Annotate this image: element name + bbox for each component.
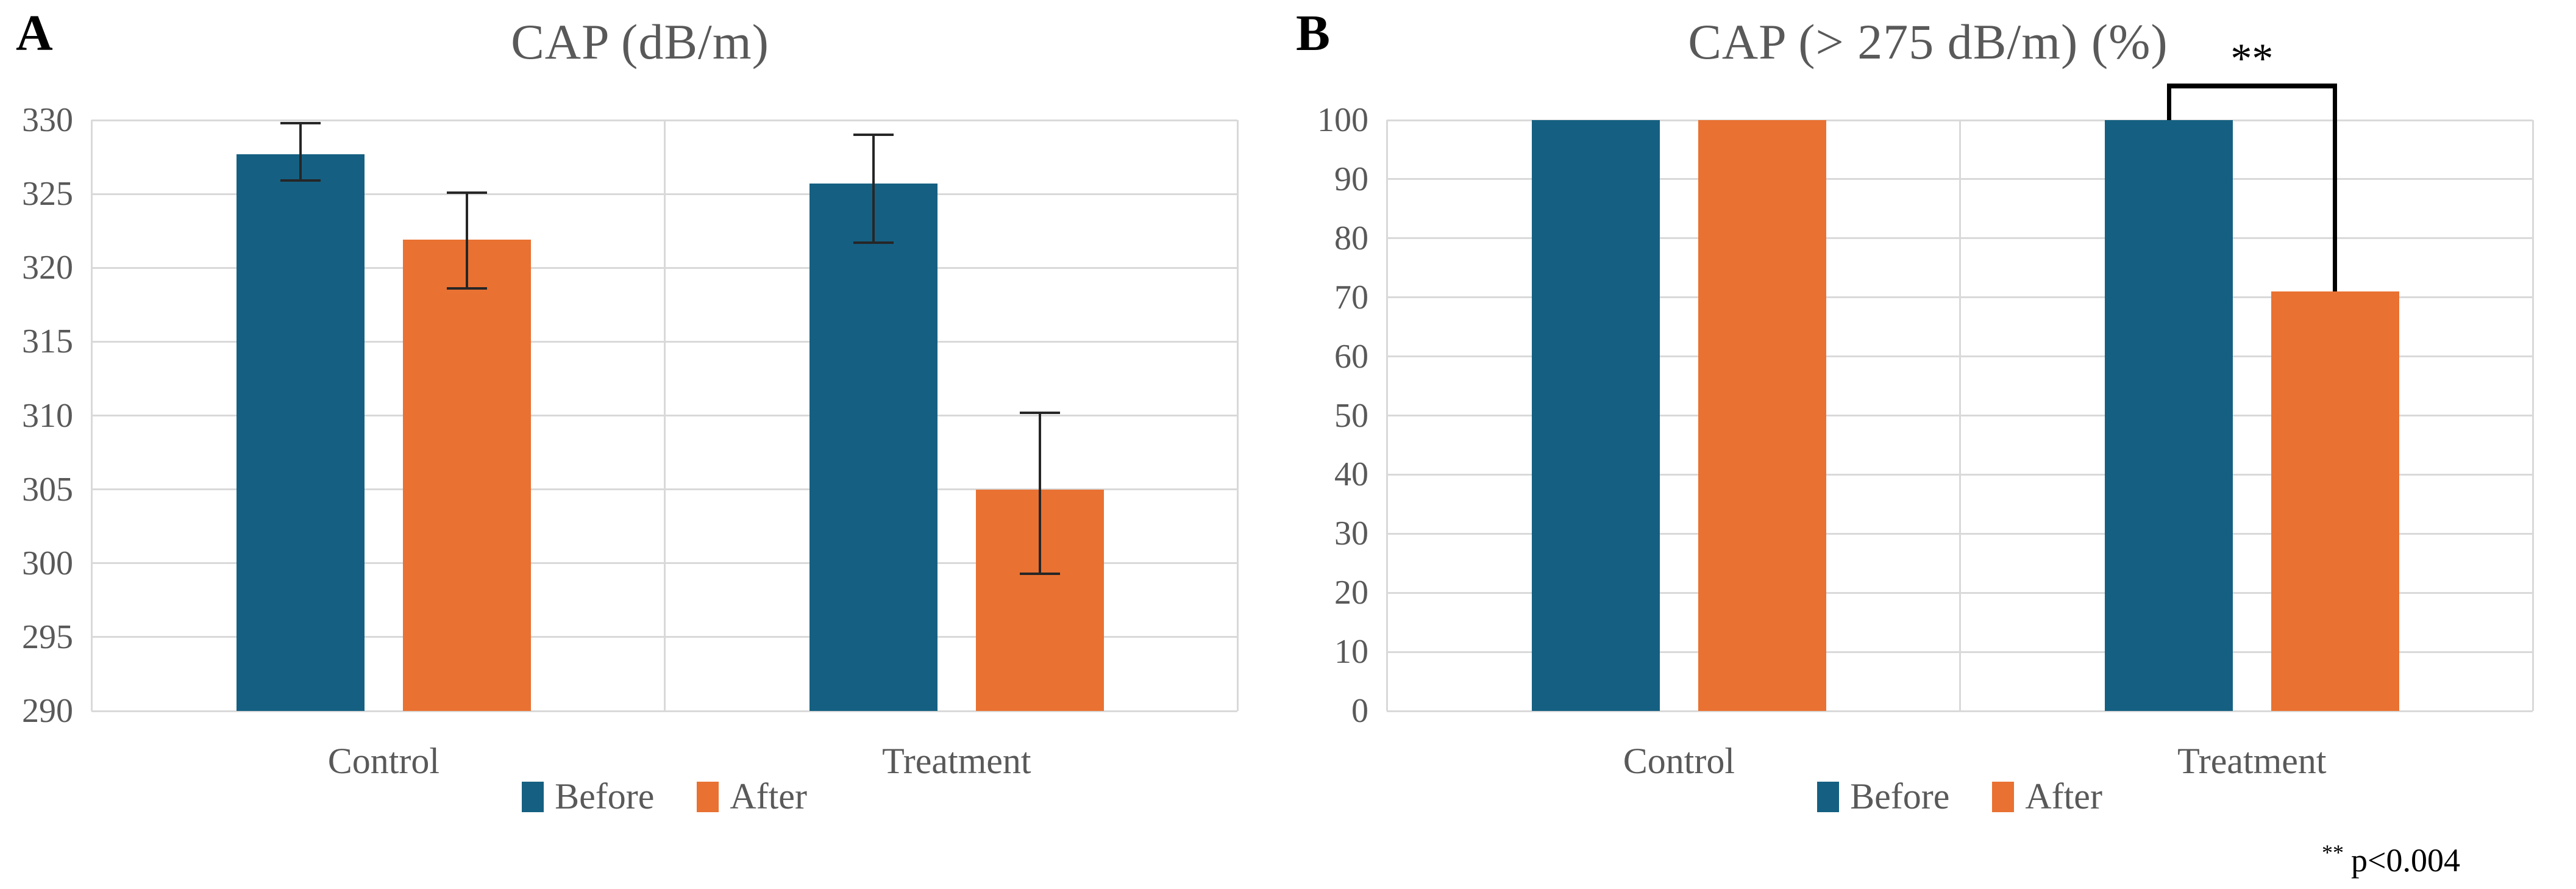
footnote-text: p<0.004 — [2351, 842, 2460, 879]
legend-label: After — [730, 776, 807, 816]
y-tick-label: 310 — [22, 396, 73, 435]
y-tick-label: 320 — [22, 249, 73, 287]
legend-label: After — [2025, 776, 2102, 816]
bar-after-control — [1698, 120, 1826, 711]
error-bar-cap — [1019, 411, 1060, 414]
y-tick-label: 0 — [1351, 692, 1368, 730]
y-tick-label: 30 — [1334, 515, 1368, 553]
y-tick-label: 315 — [22, 323, 73, 361]
panel-b-title: CAP (> 275 dB/m) (%) — [1688, 14, 2168, 70]
error-bar-cap — [280, 179, 321, 182]
y-tick-label: 325 — [22, 175, 73, 213]
legend: Before After — [1387, 776, 2533, 818]
bar-before-control — [236, 154, 365, 711]
plot-border-line — [1236, 120, 1239, 711]
y-tick-label: 20 — [1334, 574, 1368, 612]
error-bar — [299, 123, 302, 181]
y-tick-label: 70 — [1334, 278, 1368, 316]
legend-item: After — [1992, 776, 2102, 818]
y-tick-label: 80 — [1334, 219, 1368, 257]
footnote-asterisks: ** — [2322, 840, 2344, 865]
panel-a-letter: A — [16, 5, 53, 62]
bar-after-control — [402, 240, 531, 711]
y-tick-label: 10 — [1334, 633, 1368, 671]
significance-bracket-right-arm — [2332, 84, 2337, 291]
plot-border-line — [90, 120, 93, 711]
error-bar-cap — [853, 241, 894, 245]
error-bar-cap — [1019, 572, 1060, 575]
legend-item: Before — [522, 776, 654, 818]
legend-label: Before — [1850, 776, 1950, 816]
legend-swatch-after — [697, 781, 719, 812]
error-bar — [1038, 412, 1041, 574]
y-tick-label: 60 — [1334, 337, 1368, 376]
x-axis-category-label: Control — [1623, 741, 1735, 781]
legend-item: Before — [1817, 776, 1949, 818]
error-bar — [872, 135, 875, 243]
panel-b: B CAP (> 275 dB/m) (%) Before After ** p<0… — [1280, 0, 2576, 889]
error-bar-cap — [280, 121, 321, 124]
error-bar-cap — [446, 191, 487, 194]
significance-bracket-left-arm — [2166, 84, 2171, 120]
legend: Before After — [91, 776, 1237, 818]
bar-before-treatment — [809, 184, 938, 711]
y-tick-label: 290 — [22, 692, 73, 730]
y-tick-label: 305 — [22, 470, 73, 509]
plot-border-line — [1386, 120, 1388, 711]
panel-b-letter: B — [1296, 5, 1331, 62]
x-axis-category-label: Treatment — [882, 741, 1031, 781]
x-axis-category-label: Control — [327, 741, 440, 781]
gridline — [1387, 710, 2533, 712]
plot-border-line — [663, 120, 666, 711]
bar-before-control — [1531, 120, 1660, 711]
y-tick-label: 295 — [22, 618, 73, 656]
significance-bracket-top — [2166, 84, 2337, 88]
bar-after-treatment — [2271, 291, 2399, 711]
plot-border-line — [2532, 120, 2534, 711]
y-tick-label: 50 — [1334, 396, 1368, 435]
error-bar-cap — [446, 287, 487, 290]
significance-marker: ** — [2230, 35, 2274, 82]
y-tick-label: 100 — [1317, 101, 1368, 139]
legend-swatch-before — [522, 781, 544, 812]
bar-before-treatment — [2104, 120, 2233, 711]
legend-swatch-before — [1817, 781, 1840, 812]
legend-label: Before — [555, 776, 655, 816]
error-bar — [465, 192, 468, 289]
legend-swatch-after — [1992, 781, 2015, 812]
panel-a: A CAP (dB/m) Before After 290 295 300 305 310… — [0, 0, 1280, 889]
panel-a-title: CAP (dB/m) — [511, 14, 769, 70]
x-axis-category-label: Treatment — [2177, 741, 2327, 781]
plot-border-line — [1959, 120, 1961, 711]
significance-footnote: ** p<0.004 — [2322, 840, 2460, 879]
legend-item: After — [697, 776, 807, 818]
gridline — [91, 710, 1237, 712]
error-bar-cap — [853, 134, 894, 137]
y-tick-label: 40 — [1334, 455, 1368, 494]
y-tick-label: 90 — [1334, 160, 1368, 198]
y-tick-label: 330 — [22, 101, 73, 139]
y-tick-label: 300 — [22, 544, 73, 582]
